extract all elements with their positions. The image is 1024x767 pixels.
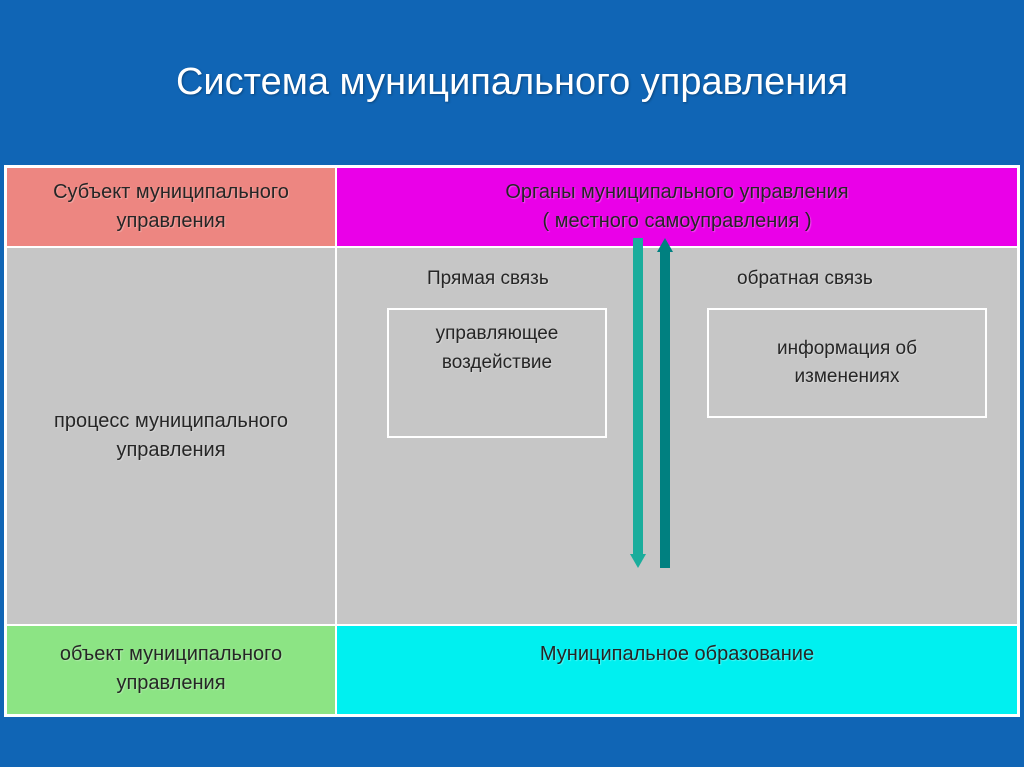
arrow-up-shaft [660,248,670,568]
arrow-up-icon [657,238,673,568]
box-right-line1: информация об [777,338,917,359]
box-right-text: информация об изменениях [777,335,917,392]
box-info-changes: информация об изменениях [707,308,987,418]
box-left-line1: управляющее [436,323,559,344]
arrow-down-head [630,554,646,568]
box-left-line2: воздействие [442,352,552,373]
cell-organs: Органы муниципального управления ( местн… [336,167,1018,247]
box-control-action: управляющее воздействие [387,308,607,438]
label-feedback-link: обратная связь [737,268,873,290]
organs-text: Органы муниципального управления ( местн… [505,178,848,236]
table-area: Субъект муниципального управления Органы… [0,165,1024,767]
slide-title: Система муниципального управления [176,61,848,104]
cell-process-label: процесс муниципального управления [6,247,336,625]
box-left-text: управляющее воздействие [436,320,559,377]
organs-line2: ( местного самоуправления ) [542,210,811,232]
arrow-down-icon [630,238,646,568]
organs-line1: Органы муниципального управления [505,181,848,203]
formation-text: Муниципальное образование [540,640,814,669]
diagram-grid: Субъект муниципального управления Органы… [4,165,1020,717]
arrow-down-shaft [633,238,643,558]
cell-subject-label: Субъект муниципального управления [6,167,336,247]
box-right-line2: изменениях [795,366,900,387]
label-direct-link: Прямая связь [427,268,549,290]
title-area: Система муниципального управления [0,0,1024,165]
cell-municipal-formation: Муниципальное образование [336,625,1018,715]
slide: Система муниципального управления Субъек… [0,0,1024,767]
process-text: процесс муниципального управления [19,407,323,465]
diagram-wrap: Прямая связь обратная связь управляющее … [337,248,1017,624]
cell-process-diagram: Прямая связь обратная связь управляющее … [336,247,1018,625]
cell-object-label: объект муниципального управления [6,625,336,715]
object-text: объект муниципального управления [19,640,323,698]
arrow-up-head [657,238,673,252]
subject-text: Субъект муниципального управления [19,178,323,236]
